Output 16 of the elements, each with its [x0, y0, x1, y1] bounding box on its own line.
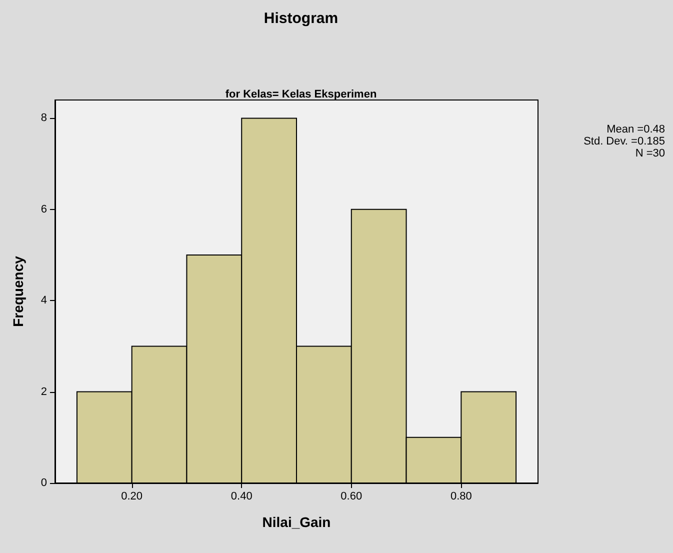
y-tick-label: 4 — [40, 294, 47, 307]
y-tick-label: 2 — [40, 386, 47, 398]
text: Std. Dev. =0.185 — [584, 136, 665, 148]
chart-subtitle: for Kelas= Kelas Eksperimen — [225, 88, 377, 100]
chart-title: Histogram — [264, 10, 338, 27]
x-tick-label: 0.40 — [230, 490, 252, 502]
y-tick-label: 8 — [40, 112, 47, 124]
y-tick-label: 6 — [40, 203, 47, 216]
x-tick-label: 0.60 — [340, 490, 362, 502]
y-tick-label: 0 — [40, 477, 47, 489]
text: Mean =0.48 — [606, 124, 665, 136]
text: N =30 — [635, 148, 665, 160]
x-axis-title: Nilai_Gain — [262, 514, 331, 530]
x-tick-label: 0.80 — [450, 490, 472, 502]
y-axis-title: Frequency — [10, 256, 26, 327]
x-tick-label: 0.20 — [121, 490, 143, 502]
